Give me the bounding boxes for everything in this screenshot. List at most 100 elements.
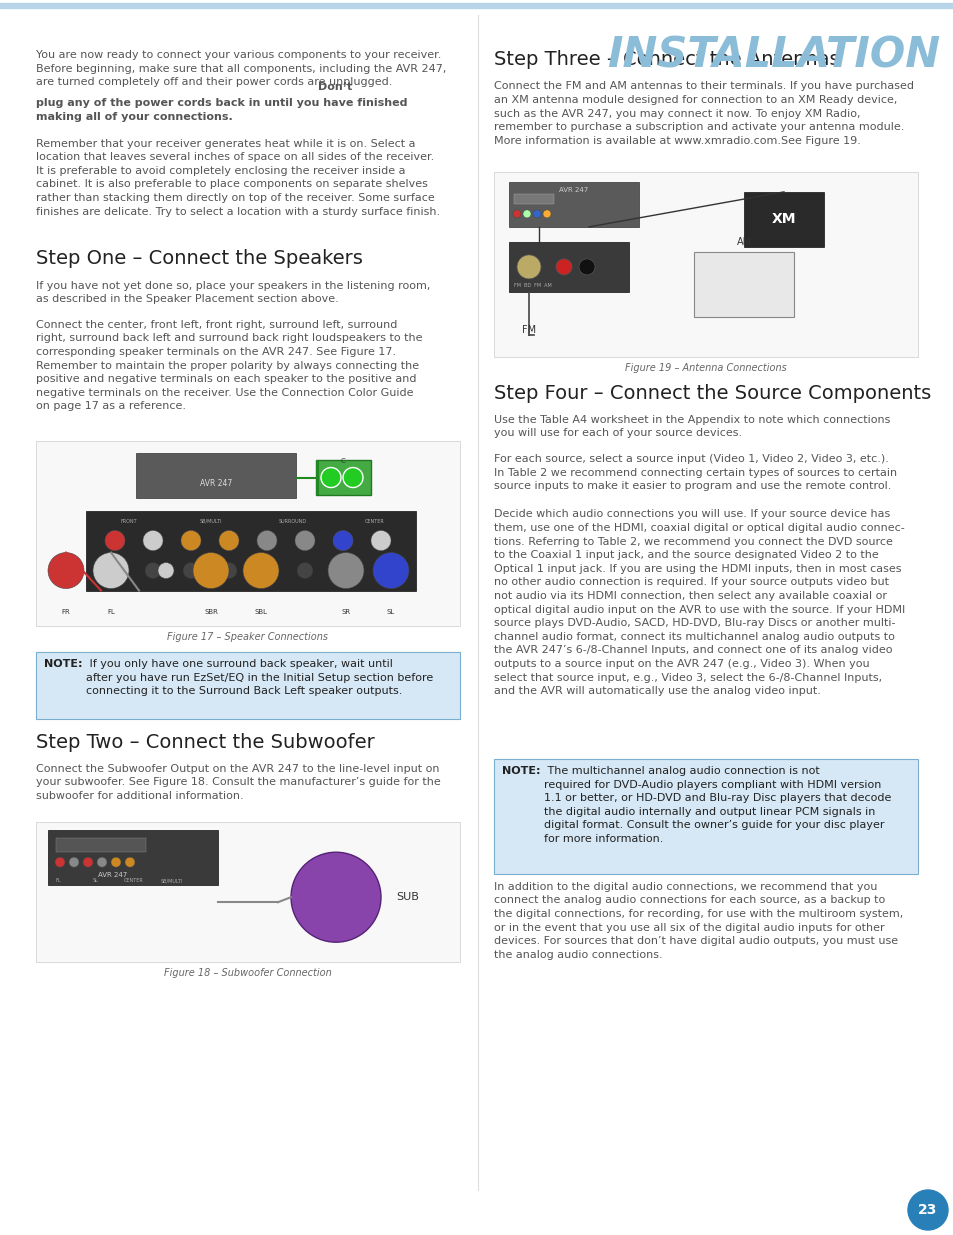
Text: FM: FM <box>521 325 536 335</box>
Text: SBL: SBL <box>254 609 267 615</box>
Circle shape <box>145 563 161 578</box>
Bar <box>136 452 295 498</box>
Circle shape <box>333 531 353 551</box>
Text: SB/MULTI: SB/MULTI <box>161 878 183 883</box>
Text: In addition to the digital audio connections, we recommend that you
connect the : In addition to the digital audio connect… <box>494 882 902 960</box>
Text: Step Three – Connect the Antennas: Step Three – Connect the Antennas <box>494 49 839 69</box>
Circle shape <box>517 254 540 279</box>
Text: The multichannel analog audio connection is not
required for DVD-Audio players c: The multichannel analog audio connection… <box>543 766 890 844</box>
Text: If you only have one surround back speaker, wait until
after you have run EzSet/: If you only have one surround back speak… <box>86 659 433 697</box>
Text: Step One – Connect the Speakers: Step One – Connect the Speakers <box>36 249 362 268</box>
Text: For each source, select a source input (Video 1, Video 2, Video 3, etc.).
In Tab: For each source, select a source input (… <box>494 454 896 492</box>
Text: Don’t: Don’t <box>317 83 352 93</box>
Circle shape <box>291 852 380 942</box>
Bar <box>0 2 953 7</box>
Text: NOTE:: NOTE: <box>501 766 540 776</box>
Bar <box>315 459 318 494</box>
Circle shape <box>55 857 65 867</box>
Text: FL: FL <box>107 609 114 615</box>
Bar <box>693 252 793 317</box>
Circle shape <box>320 468 340 488</box>
Text: Use the Table A4 worksheet in the Appendix to note which connections
you will us: Use the Table A4 worksheet in the Append… <box>494 415 889 438</box>
Bar <box>743 191 823 247</box>
Circle shape <box>183 563 199 578</box>
Text: Step Two – Connect the Subwoofer: Step Two – Connect the Subwoofer <box>36 732 375 752</box>
Text: AVR 247: AVR 247 <box>558 186 588 193</box>
Text: SURROUND: SURROUND <box>278 519 307 524</box>
Circle shape <box>533 210 540 217</box>
Circle shape <box>193 552 229 589</box>
Text: FRONT: FRONT <box>121 519 137 524</box>
Bar <box>36 823 459 962</box>
Circle shape <box>111 857 121 867</box>
Text: 23: 23 <box>918 1203 937 1216</box>
Circle shape <box>83 857 92 867</box>
Circle shape <box>143 531 163 551</box>
Circle shape <box>296 563 313 578</box>
Circle shape <box>343 468 363 488</box>
Bar <box>315 459 371 494</box>
Text: SUB: SUB <box>395 892 418 903</box>
Bar <box>514 194 554 204</box>
Text: Figure 19 – Antenna Connections: Figure 19 – Antenna Connections <box>624 363 786 373</box>
Text: Connect the FM and AM antennas to their terminals. If you have purchased
an XM a: Connect the FM and AM antennas to their … <box>494 82 913 146</box>
Bar <box>509 242 628 291</box>
Text: NOTE:: NOTE: <box>44 659 82 669</box>
Text: SL: SL <box>93 878 99 883</box>
Bar <box>494 760 917 873</box>
Circle shape <box>328 552 364 589</box>
Circle shape <box>578 259 595 275</box>
Circle shape <box>907 1191 947 1230</box>
Circle shape <box>243 552 278 589</box>
Circle shape <box>373 563 389 578</box>
Text: SL: SL <box>387 609 395 615</box>
Text: Figure 18 – Subwoofer Connection: Figure 18 – Subwoofer Connection <box>164 968 332 978</box>
Text: Connect the Subwoofer Output on the AVR 247 to the line-level input on
your subw: Connect the Subwoofer Output on the AVR … <box>36 764 440 802</box>
Text: Step Four – Connect the Source Components: Step Four – Connect the Source Component… <box>494 384 930 403</box>
Text: FL: FL <box>55 878 61 883</box>
Circle shape <box>107 563 123 578</box>
Text: SR: SR <box>341 609 350 615</box>
Text: AVR 247: AVR 247 <box>98 872 128 878</box>
Text: You are now ready to connect your various components to your receiver.
Before be: You are now ready to connect your variou… <box>36 49 446 88</box>
Circle shape <box>219 531 239 551</box>
Bar <box>48 830 218 885</box>
Text: FR: FR <box>62 609 71 615</box>
Text: FM  BD  FM  AM: FM BD FM AM <box>514 283 551 288</box>
Text: SBR: SBR <box>204 609 217 615</box>
Circle shape <box>181 531 201 551</box>
Bar <box>509 182 639 227</box>
Circle shape <box>92 552 129 589</box>
Text: CENTER: CENTER <box>365 519 384 524</box>
Text: plug any of the power cords back in until you have finished
making all of your c: plug any of the power cords back in unti… <box>36 99 407 122</box>
Circle shape <box>158 563 173 578</box>
Circle shape <box>258 563 274 578</box>
Text: If you have not yet done so, place your speakers in the listening room,
as descr: If you have not yet done so, place your … <box>36 280 430 304</box>
Circle shape <box>335 563 351 578</box>
Text: Decide which audio connections you will use. If your source device has
them, use: Decide which audio connections you will … <box>494 509 904 697</box>
Circle shape <box>542 210 551 217</box>
Circle shape <box>371 531 391 551</box>
Circle shape <box>522 210 531 217</box>
Circle shape <box>221 563 236 578</box>
Bar <box>56 839 146 852</box>
Text: AVR 247: AVR 247 <box>200 478 232 488</box>
Text: XM: XM <box>771 212 796 226</box>
Bar <box>36 652 459 719</box>
Text: INSTALLATION: INSTALLATION <box>606 35 939 77</box>
Bar <box>494 172 917 357</box>
Text: Figure 17 – Speaker Connections: Figure 17 – Speaker Connections <box>168 631 328 641</box>
Text: C: C <box>340 457 345 463</box>
Text: Remember that your receiver generates heat while it is on. Select a
location tha: Remember that your receiver generates he… <box>36 138 439 216</box>
Text: SB/MULTI: SB/MULTI <box>199 519 222 524</box>
Circle shape <box>373 552 409 589</box>
Circle shape <box>97 857 107 867</box>
Bar <box>36 441 459 626</box>
Text: Connect the center, front left, front right, surround left, surround
right, surr: Connect the center, front left, front ri… <box>36 320 422 411</box>
Circle shape <box>256 531 276 551</box>
Circle shape <box>556 259 572 275</box>
Circle shape <box>294 531 314 551</box>
Circle shape <box>69 857 79 867</box>
Bar <box>86 510 416 590</box>
Circle shape <box>125 857 135 867</box>
